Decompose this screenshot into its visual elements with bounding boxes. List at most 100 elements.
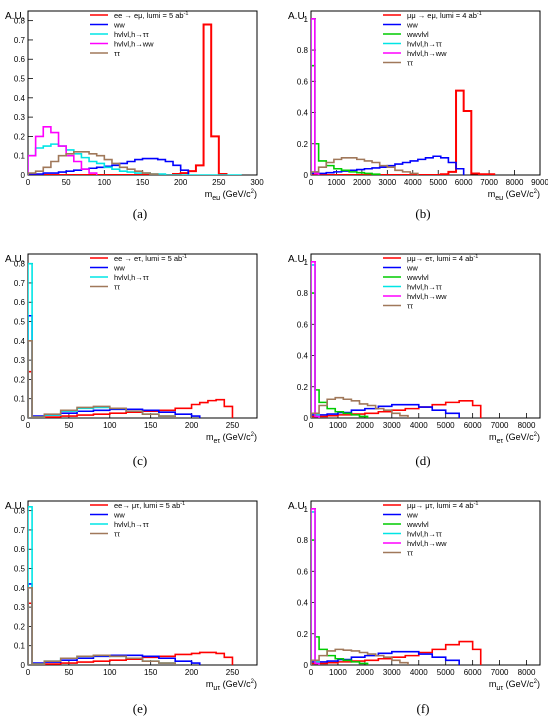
x-axis-label: meτ (GeV/c2) (489, 432, 540, 443)
x-tick-label: 8000 (518, 421, 536, 430)
x-tick-label: 5000 (437, 668, 455, 677)
legend-label: ττ (114, 283, 120, 292)
chart-e: 0 50 100 150 200 250 0 0.1 0.2 0.3 0.4 0.5 0.6 0.7 0.8… (5, 500, 258, 690)
y-tick-label: 0.7 (14, 279, 26, 288)
legend-label: μμ → eμ, lumi = 4 ab-1 (407, 11, 482, 20)
legend-label: ττ (114, 49, 120, 58)
x-tick-label: 150 (144, 421, 158, 430)
y-tick-label: 0.6 (297, 567, 309, 576)
y-tick-label: 1 (304, 15, 309, 24)
series-line (311, 508, 320, 665)
panel-caption: (c) (132, 453, 148, 468)
y-tick-label: 0.2 (297, 630, 309, 639)
y-tick-label: 0.6 (297, 320, 309, 329)
y-tick-label: 0.8 (297, 536, 309, 545)
y-tick-label: 0.4 (14, 337, 26, 346)
series-line (311, 64, 381, 175)
x-tick-label: 200 (185, 668, 199, 677)
y-tick-label: 0.4 (14, 584, 26, 593)
series-line (28, 151, 159, 175)
x-tick-label: 5000 (429, 178, 447, 187)
x-tick-label: 2000 (353, 178, 371, 187)
x-axis-label: mμτ (GeV/c2) (206, 679, 257, 690)
y-tick-label: 0.6 (14, 55, 26, 64)
y-tick-label: 0.4 (14, 94, 26, 103)
legend-label: ww (113, 21, 125, 30)
series-line (28, 157, 190, 175)
y-tick-label: 0.1 (14, 642, 26, 651)
y-tick-label: 0.5 (14, 565, 26, 574)
x-tick-label: 5000 (437, 421, 455, 430)
legend-label: hvlvl,h→ττ (114, 520, 149, 529)
series-line (311, 403, 460, 418)
series-line (28, 143, 242, 175)
y-tick-label: 0.8 (14, 260, 26, 269)
x-tick-label: 200 (185, 421, 199, 430)
y-tick-label: 0 (21, 661, 26, 670)
x-axis-label: meτ (GeV/c2) (206, 432, 257, 443)
y-tick-label: 1 (304, 505, 309, 514)
x-tick-label: 1000 (329, 421, 347, 430)
series-line (28, 583, 201, 665)
x-tick-label: 0 (309, 668, 314, 677)
y-tick-label: 0 (304, 171, 309, 180)
legend: μμ → eμ, lumi = 4 ab-1wwwwvlvlhvlvl,h→ττ… (383, 11, 482, 68)
y-tick-label: 0.3 (14, 356, 26, 365)
legend-label: hvlvl,h→ττ (114, 273, 149, 282)
panel-caption: (b) (415, 206, 431, 221)
legend-label: hvlvl,h→ww (114, 40, 154, 49)
y-tick-label: 0.3 (14, 603, 26, 612)
x-tick-label: 3000 (378, 178, 396, 187)
panel-caption: (d) (415, 453, 431, 468)
x-tick-label: 100 (103, 668, 117, 677)
y-tick-label: 0.8 (297, 46, 309, 55)
legend-label: ww (406, 511, 418, 520)
x-tick-label: 8000 (506, 178, 524, 187)
y-tick-label: 0.3 (14, 113, 26, 122)
series-line (311, 648, 409, 665)
x-tick-label: 2000 (356, 421, 374, 430)
chart-f: 0 1000 2000 3000 4000 5000 6000 7000 8000 0 0.2 0.4… (288, 500, 541, 690)
y-axis-label: A.U. (5, 11, 24, 22)
y-tick-label: 0.2 (297, 140, 309, 149)
x-tick-label: 100 (103, 421, 117, 430)
legend: μμ→ eτ, lumi = 4 ab-1wwwwvlvlhvlvl,h→ττh… (383, 254, 478, 311)
x-tick-label: 150 (144, 668, 158, 677)
x-tick-label: 1000 (328, 178, 346, 187)
x-tick-label: 3000 (383, 421, 401, 430)
series-line (311, 18, 320, 175)
legend-label: μμ→ eτ, lumi = 4 ab-1 (407, 254, 478, 263)
panel-caption: (a) (132, 206, 148, 221)
legend-label: wwvlvl (406, 273, 429, 282)
x-tick-label: 150 (136, 178, 150, 187)
y-tick-label: 0.6 (14, 298, 26, 307)
chart-d: 0 1000 2000 3000 4000 5000 6000 7000 8000 0 0.2 0.4… (288, 253, 541, 443)
x-tick-label: 0 (26, 421, 31, 430)
panel-caption: (e) (132, 701, 148, 716)
legend-label: ww (113, 511, 125, 520)
x-tick-label: 0 (26, 668, 31, 677)
series-line (28, 505, 177, 665)
x-tick-label: 0 (309, 178, 314, 187)
x-tick-label: 4000 (410, 421, 428, 430)
series-line (28, 125, 98, 175)
x-tick-label: 6000 (464, 421, 482, 430)
series-line (311, 400, 482, 418)
y-tick-label: 0.7 (14, 36, 26, 45)
y-tick-label: 0.8 (297, 289, 309, 298)
chart-c: 0 50 100 150 200 250 0 0.1 0.2 0.3 0.4 0.5 0.6 0.7 0.8… (5, 253, 258, 443)
legend-label: hvlvl,h→ττ (114, 30, 149, 39)
y-tick-label: 0.4 (297, 352, 309, 361)
x-tick-label: 50 (64, 668, 73, 677)
y-tick-label: 0 (304, 661, 309, 670)
legend-label: hvlvl,h→ττ (407, 40, 442, 49)
legend-label: hvlvl,h→ww (407, 292, 447, 301)
series-line (28, 23, 228, 175)
y-tick-label: 0 (304, 414, 309, 423)
x-tick-label: 50 (64, 421, 73, 430)
y-tick-label: 0.6 (14, 545, 26, 554)
series-line (311, 89, 496, 175)
y-tick-label: 0 (21, 171, 26, 180)
